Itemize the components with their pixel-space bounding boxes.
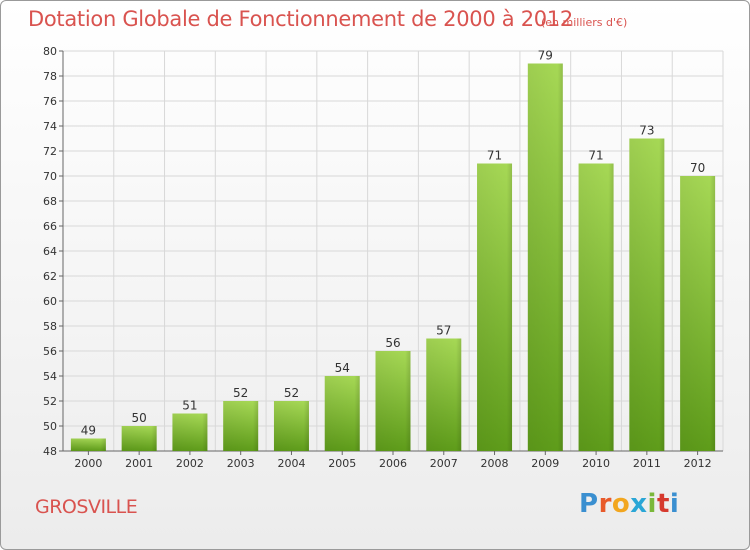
y-tick-label: 70 (43, 170, 57, 183)
x-tick-label: 2009 (531, 457, 559, 470)
data-label: 70 (690, 161, 705, 175)
x-tick-label: 2005 (328, 457, 356, 470)
y-tick-label: 52 (43, 395, 57, 408)
data-label: 56 (385, 336, 400, 350)
y-tick-label: 62 (43, 270, 57, 283)
data-label: 79 (538, 49, 553, 63)
data-label: 57 (436, 324, 451, 338)
bar-shade (121, 426, 157, 451)
x-tick-label: 2007 (430, 457, 458, 470)
bar-shade (578, 163, 614, 451)
y-tick-label: 48 (43, 445, 57, 458)
y-tick-label: 54 (43, 370, 57, 383)
y-tick-label: 74 (43, 120, 57, 133)
data-label: 49 (81, 424, 96, 438)
y-tick-label: 66 (43, 220, 57, 233)
bar-shade (680, 176, 716, 451)
chart-title: Dotation Globale de Fonctionnement de 20… (28, 7, 573, 31)
bar-shade (426, 338, 462, 451)
bar-shade (223, 401, 259, 451)
x-tick-label: 2010 (582, 457, 610, 470)
data-label: 50 (132, 411, 147, 425)
proxiti-logo: Proxiti (579, 489, 680, 519)
bar-shade (375, 351, 411, 451)
x-tick-label: 2000 (74, 457, 102, 470)
y-tick-label: 76 (43, 95, 57, 108)
y-tick-label: 80 (43, 45, 57, 58)
data-label: 54 (335, 361, 350, 375)
x-tick-label: 2011 (633, 457, 661, 470)
unit-note: (en milliers d'€) (541, 16, 628, 29)
bar-shade (527, 63, 563, 451)
bar-shade (324, 376, 360, 451)
commune-name: GROSVILLE (35, 496, 138, 518)
bar-shade (70, 438, 106, 451)
bars (70, 63, 716, 451)
bar-shade (172, 413, 208, 451)
y-tick-label: 50 (43, 420, 57, 433)
x-tick-label: 2006 (379, 457, 407, 470)
x-tick-label: 2002 (176, 457, 204, 470)
data-label: 52 (284, 386, 299, 400)
data-label: 52 (233, 386, 248, 400)
y-tick-label: 64 (43, 245, 57, 258)
y-tick-label: 56 (43, 345, 57, 358)
y-tick-label: 68 (43, 195, 57, 208)
x-tick-label: 2003 (227, 457, 255, 470)
y-tick-label: 78 (43, 70, 57, 83)
data-label: 73 (639, 124, 654, 138)
y-tick-label: 60 (43, 295, 57, 308)
x-tick-label: 2004 (277, 457, 305, 470)
bar-shade (477, 163, 513, 451)
y-tick-label: 72 (43, 145, 57, 158)
data-label: 51 (182, 399, 197, 413)
data-label: 71 (487, 149, 502, 163)
x-tick-label: 2001 (125, 457, 153, 470)
y-tick-label: 58 (43, 320, 57, 333)
bar-shade (629, 138, 665, 451)
data-label: 71 (588, 149, 603, 163)
bar-shade (273, 401, 309, 451)
x-tick-label: 2008 (481, 457, 509, 470)
labels: 48 50 52 54 56 58 60 62 64 66 68 70 72 74 76 78 80 49 2000… (43, 45, 712, 470)
x-tick-label: 2012 (684, 457, 712, 470)
